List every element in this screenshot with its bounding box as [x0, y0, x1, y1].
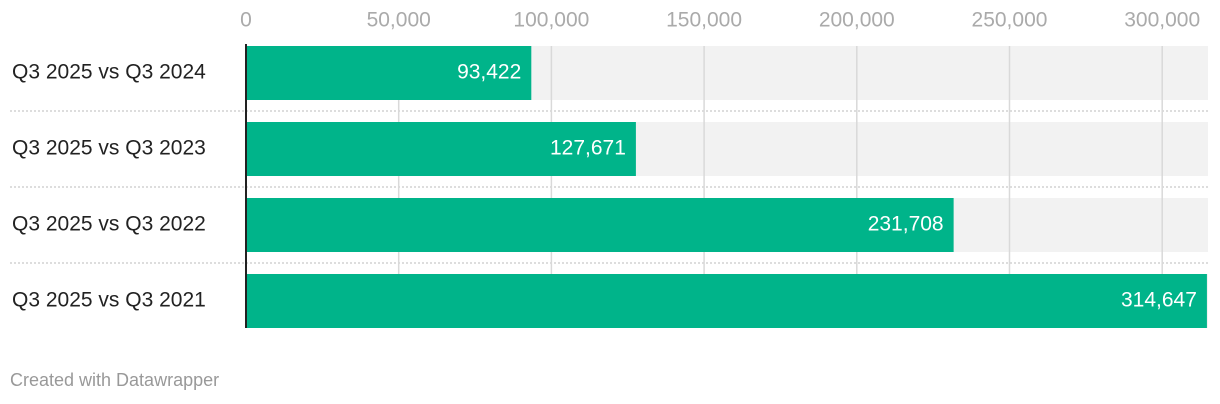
x-tick-label: 250,000 — [972, 9, 1048, 32]
y-tick-label: Q3 2025 vs Q3 2024 — [12, 61, 206, 84]
x-tick-label: 150,000 — [666, 9, 742, 32]
bar — [246, 274, 1207, 328]
footer: Created with Datawrapper — [10, 370, 219, 390]
bar — [246, 122, 636, 176]
value-label: 127,671 — [550, 137, 626, 160]
x-tick-label: 100,000 — [513, 9, 589, 32]
value-label: 93,422 — [457, 61, 521, 84]
x-tick-label: 0 — [240, 9, 252, 32]
y-tick-label: Q3 2025 vs Q3 2021 — [12, 289, 206, 312]
x-tick-label: 200,000 — [819, 9, 895, 32]
bar — [246, 198, 954, 252]
x-tick-label: 50,000 — [367, 9, 431, 32]
y-tick-label: Q3 2025 vs Q3 2022 — [12, 213, 206, 236]
value-label: 314,647 — [1121, 289, 1197, 312]
bar — [246, 46, 532, 100]
y-tick-label: Q3 2025 vs Q3 2023 — [12, 137, 206, 160]
value-label: 231,708 — [868, 213, 944, 236]
x-tick-label: 300,000 — [1124, 9, 1200, 32]
